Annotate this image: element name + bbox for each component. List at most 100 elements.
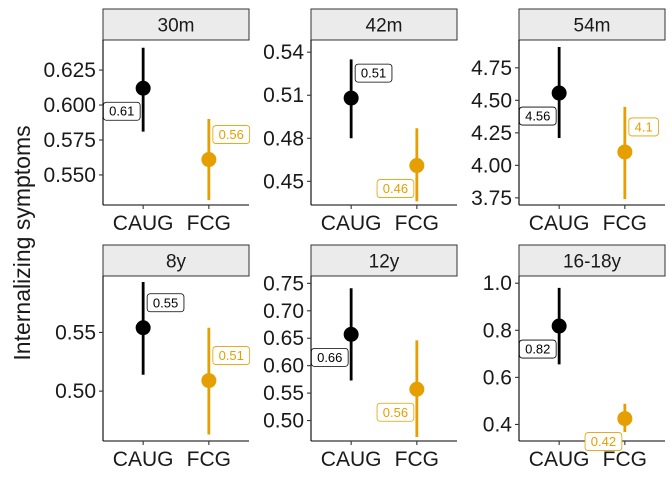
y-tick-label: 0.6 (483, 366, 512, 389)
value-label-CAUG: 0.55 (146, 293, 185, 313)
value-label-CAUG: 0.61 (102, 101, 141, 121)
y-tick-label: 0.8 (483, 319, 512, 342)
panel-54m: 54m 3.75 4.00 4.25 4.50 4.75 CAUG FCG 4.56 4.1 (471, 8, 666, 235)
x-tick-label: CAUG (113, 448, 174, 471)
point-CAUG (135, 320, 151, 336)
value-label-FCG: 0.42 (584, 432, 623, 451)
value-label-text: 0.51 (219, 348, 244, 363)
point-CAUG (135, 80, 151, 96)
y-tick-label: 0.50 (55, 380, 96, 403)
panel-8y: 8y 0.50 0.55 CAUG FCG 0.55 0.51 (55, 244, 251, 471)
y-tick-label: 0.75 (263, 272, 304, 295)
point-FCG (617, 411, 633, 427)
x-tick-label: FCG (187, 448, 231, 471)
point-CAUG (551, 85, 567, 101)
value-label-CAUG: 0.66 (310, 347, 349, 367)
point-CAUG (343, 90, 359, 106)
facet-title: 54m (574, 16, 611, 37)
panel-42m: 42m 0.45 0.48 0.51 0.54 CAUG FCG 0.51 0.46 (263, 8, 458, 235)
value-label-text: 0.42 (591, 434, 616, 449)
value-label-box (212, 125, 251, 144)
y-axis-title: Internalizing symptoms (9, 125, 35, 360)
y-tick-label: 0.60 (263, 355, 304, 378)
y-tick-label: 0.50 (263, 410, 304, 433)
y-tick-label: 0.54 (263, 41, 304, 64)
x-tick-label: FCG (603, 212, 647, 235)
value-label-text: 0.55 (153, 295, 178, 310)
value-label-box (354, 63, 393, 83)
value-label-FCG: 0.56 (376, 402, 415, 422)
y-tick-label: 0.600 (43, 94, 96, 117)
facet-title: 30m (158, 16, 195, 37)
y-tick-label: 4.25 (471, 122, 512, 145)
value-label-text: 0.56 (219, 127, 244, 142)
facet-strip (102, 244, 250, 277)
y-tick-label: 0.55 (55, 321, 96, 344)
y-tick-label: 0.550 (43, 164, 96, 187)
point-FCG (201, 152, 217, 168)
value-label-box (146, 293, 185, 313)
value-label-FCG: 0.46 (376, 179, 415, 198)
facet-strip (310, 8, 458, 41)
x-tick-label: CAUG (321, 212, 382, 235)
panels: 30m 0.550 0.575 0.600 0.625 CAUG FCG 0.61 0.56 42… (43, 8, 666, 471)
point-FCG (617, 144, 633, 160)
value-label-text: 0.61 (109, 104, 134, 119)
value-label-FCG: 0.56 (212, 125, 251, 144)
value-label-box (376, 402, 415, 422)
value-label-text: 4.1 (635, 119, 653, 134)
panel-12y: 12y 0.50 0.55 0.60 0.65 0.70 0.75 CAUG FCG 0.66 0.… (263, 244, 458, 471)
facet-title: 12y (369, 252, 400, 273)
y-tick-label: 0.48 (263, 127, 304, 150)
point-FCG (409, 158, 425, 174)
value-label-box (518, 339, 557, 359)
y-tick-label: 0.70 (263, 300, 304, 323)
facet-title: 8y (166, 252, 187, 273)
value-label-text: 0.46 (383, 181, 408, 196)
value-label-box (628, 117, 659, 137)
value-label-text: 0.51 (361, 66, 386, 81)
point-CAUG (343, 326, 359, 342)
value-label-box (584, 432, 623, 451)
facet-strip (102, 8, 250, 41)
value-label-CAUG: 0.51 (354, 63, 393, 83)
facet-title: 42m (366, 16, 403, 37)
value-label-FCG: 4.1 (628, 117, 659, 137)
y-tick-label: 0.51 (263, 84, 304, 107)
y-tick-label: 0.55 (263, 382, 304, 405)
y-tick-label: 0.625 (43, 59, 96, 82)
y-tick-label: 1.0 (483, 272, 512, 295)
x-tick-label: CAUG (529, 448, 590, 471)
value-label-box (212, 346, 251, 365)
y-tick-label: 0.65 (263, 327, 304, 350)
facet-strip (518, 244, 666, 277)
x-tick-label: FCG (603, 448, 647, 471)
point-CAUG (551, 318, 567, 334)
x-tick-label: FCG (395, 212, 439, 235)
value-label-text: 0.56 (383, 405, 408, 420)
x-tick-label: CAUG (321, 448, 382, 471)
value-label-text: 0.82 (525, 342, 550, 357)
value-label-CAUG: 4.56 (518, 106, 557, 126)
value-label-box (518, 106, 557, 126)
y-tick-label: 4.00 (471, 154, 512, 177)
value-label-text: 4.56 (525, 109, 550, 124)
value-label-CAUG: 0.82 (518, 339, 557, 359)
y-tick-label: 4.75 (471, 57, 512, 80)
y-tick-label: 3.75 (471, 187, 512, 210)
panel-16-18y: 16-18y 0.4 0.6 0.8 1.0 CAUG FCG 0.82 0.42 (483, 244, 666, 471)
value-label-box (376, 179, 415, 198)
x-tick-label: FCG (395, 448, 439, 471)
value-label-box (310, 347, 349, 367)
y-tick-label: 4.50 (471, 89, 512, 112)
value-label-text: 0.66 (317, 350, 342, 365)
value-label-FCG: 0.51 (212, 346, 251, 365)
y-tick-label: 0.4 (483, 413, 513, 436)
facet-strip (518, 8, 666, 41)
panel-30m: 30m 0.550 0.575 0.600 0.625 CAUG FCG 0.61 0.56 (43, 8, 251, 235)
x-tick-label: CAUG (113, 212, 174, 235)
value-label-box (102, 101, 141, 121)
point-FCG (409, 381, 425, 397)
facet-strip (310, 244, 458, 277)
